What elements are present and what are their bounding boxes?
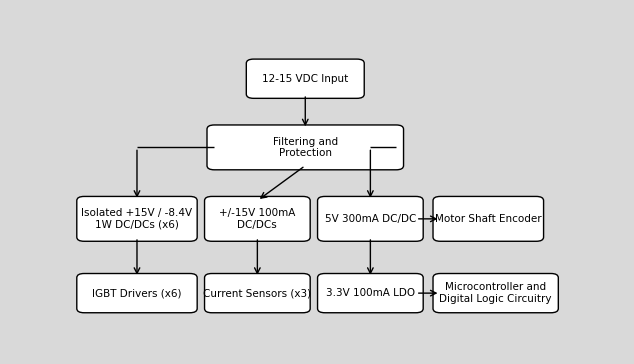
FancyBboxPatch shape xyxy=(318,197,424,241)
FancyBboxPatch shape xyxy=(77,273,197,313)
Text: 5V 300mA DC/DC: 5V 300mA DC/DC xyxy=(325,214,416,224)
Text: +/-15V 100mA
DC/DCs: +/-15V 100mA DC/DCs xyxy=(219,208,295,230)
Text: Filtering and
Protection: Filtering and Protection xyxy=(273,136,338,158)
FancyBboxPatch shape xyxy=(77,197,197,241)
FancyBboxPatch shape xyxy=(205,197,310,241)
FancyBboxPatch shape xyxy=(433,197,543,241)
FancyBboxPatch shape xyxy=(207,125,404,170)
Text: Microcontroller and
Digital Logic Circuitry: Microcontroller and Digital Logic Circui… xyxy=(439,282,552,304)
FancyBboxPatch shape xyxy=(433,273,559,313)
Text: IGBT Drivers (x6): IGBT Drivers (x6) xyxy=(92,288,182,298)
FancyBboxPatch shape xyxy=(205,273,310,313)
FancyBboxPatch shape xyxy=(318,273,424,313)
Text: 3.3V 100mA LDO: 3.3V 100mA LDO xyxy=(326,288,415,298)
FancyBboxPatch shape xyxy=(246,59,364,98)
Text: 12-15 VDC Input: 12-15 VDC Input xyxy=(262,74,349,84)
Text: Current Sensors (x3): Current Sensors (x3) xyxy=(204,288,311,298)
Text: Isolated +15V / -8.4V
1W DC/DCs (x6): Isolated +15V / -8.4V 1W DC/DCs (x6) xyxy=(81,208,193,230)
Text: Motor Shaft Encoder: Motor Shaft Encoder xyxy=(435,214,541,224)
